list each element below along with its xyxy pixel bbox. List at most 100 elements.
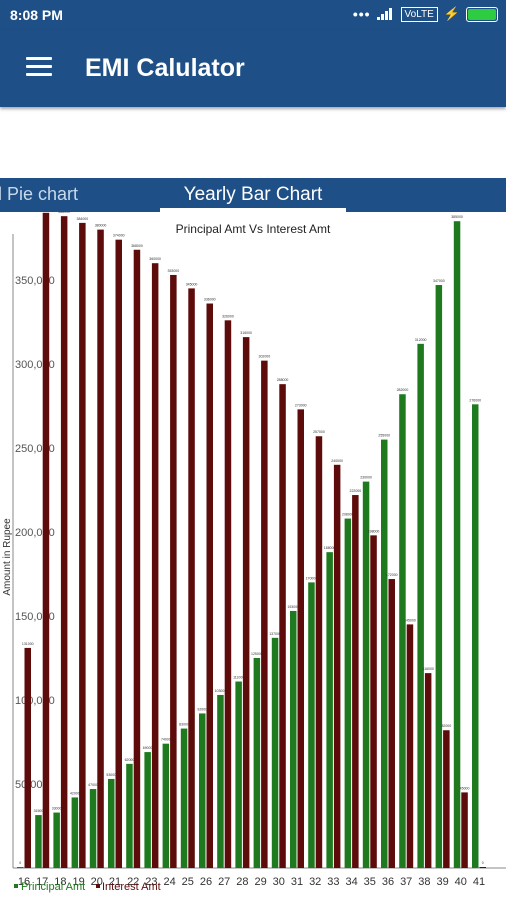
interest-bar bbox=[115, 239, 122, 868]
interest-bar bbox=[279, 384, 286, 868]
principal-bar bbox=[71, 797, 79, 868]
bar-value-label: 33000 bbox=[52, 807, 62, 811]
bar-value-label: 69000 bbox=[143, 746, 153, 750]
bar-value-label: 125000 bbox=[251, 652, 263, 656]
interest-bar bbox=[97, 229, 104, 869]
interest-bar bbox=[424, 673, 432, 868]
x-tick-label: 30 bbox=[273, 876, 285, 888]
bar-value-label: 385000 bbox=[451, 215, 463, 219]
legend-interest-label: Interest Amt bbox=[102, 881, 161, 893]
bar-value-label: 170000 bbox=[306, 576, 318, 580]
bar-value-label: 137000 bbox=[269, 632, 281, 636]
bar-value-label: 388000 bbox=[58, 212, 70, 214]
principal-bar bbox=[435, 285, 443, 868]
y-axis-label: Amount in Rupee bbox=[2, 518, 13, 596]
x-tick-label: 32 bbox=[309, 876, 321, 888]
principal-bar bbox=[308, 582, 315, 868]
interest-bar bbox=[170, 274, 177, 869]
x-tick-label: 29 bbox=[254, 876, 266, 888]
principal-bar bbox=[180, 728, 188, 868]
principal-bar bbox=[362, 481, 370, 868]
principal-bar bbox=[35, 815, 42, 868]
x-tick-label: 22 bbox=[127, 876, 139, 888]
bar-value-label: 230000 bbox=[360, 476, 372, 480]
bar-value-label: 45000 bbox=[460, 786, 470, 790]
bar-value-label: 82000 bbox=[441, 724, 451, 728]
principal-bar bbox=[235, 681, 242, 868]
principal-bar bbox=[453, 221, 461, 868]
x-tick-label: 34 bbox=[345, 876, 357, 888]
x-tick-label: 24 bbox=[163, 876, 175, 888]
bar-chart: Principal Amt Vs Interest Amt Amount in R… bbox=[2, 212, 506, 893]
principal-bar bbox=[89, 789, 97, 868]
app-title: EMI Calulator bbox=[85, 54, 245, 82]
principal-bar bbox=[399, 394, 406, 868]
principal-bar bbox=[126, 763, 133, 868]
principal-bar bbox=[253, 658, 261, 868]
bar-value-label: 276000 bbox=[469, 398, 481, 402]
principal-bar bbox=[344, 518, 352, 868]
bar-value-label: 53000 bbox=[106, 773, 116, 777]
hamburger-menu-icon[interactable] bbox=[26, 57, 52, 77]
bar-value-label: 316000 bbox=[240, 331, 252, 335]
principal-bar bbox=[417, 343, 424, 869]
bar-value-label: 83000 bbox=[179, 723, 189, 727]
x-tick-label: 21 bbox=[109, 876, 121, 888]
interest-bar bbox=[352, 495, 359, 868]
bar-value-label: 326000 bbox=[222, 314, 234, 318]
bar-value-label: 42000 bbox=[70, 791, 80, 795]
bar-value-label: 384000 bbox=[77, 217, 89, 221]
x-tick-label: 16 bbox=[18, 876, 30, 888]
status-time: 8:08 PM bbox=[10, 7, 63, 23]
interest-bar bbox=[461, 792, 468, 868]
x-tick-label: 33 bbox=[327, 876, 339, 888]
principal-bar bbox=[199, 713, 206, 868]
bar-value-label: 0 bbox=[19, 861, 21, 865]
x-tick-label: 39 bbox=[436, 876, 448, 888]
legend-interest-swatch bbox=[96, 884, 100, 888]
interest-bar bbox=[188, 288, 195, 868]
battery-icon bbox=[466, 6, 498, 22]
app-bar: EMI Calulator bbox=[0, 30, 506, 107]
interest-bar bbox=[406, 624, 414, 868]
principal-bar bbox=[144, 752, 151, 868]
interest-bar bbox=[370, 535, 377, 868]
x-tick-label: 31 bbox=[291, 876, 303, 888]
x-tick-label: 23 bbox=[145, 876, 157, 888]
principal-bar bbox=[17, 867, 24, 868]
legend-principal-swatch bbox=[14, 884, 18, 888]
status-bar: 8:08 PM ••• VoLTE ⚡ bbox=[0, 0, 506, 30]
bar-value-label: 153000 bbox=[287, 605, 299, 609]
interest-bar bbox=[79, 222, 86, 868]
charging-icon: ⚡ bbox=[443, 6, 460, 21]
bar-value-label: 172000 bbox=[386, 573, 398, 577]
bar-value-label: 92000 bbox=[197, 707, 207, 711]
principal-bar bbox=[217, 694, 224, 868]
interest-bar bbox=[261, 360, 268, 868]
bar-value-label: 116000 bbox=[422, 667, 433, 671]
principal-bar bbox=[381, 439, 388, 868]
principal-bar bbox=[290, 610, 297, 868]
principal-bar bbox=[108, 778, 115, 868]
bar-value-label: 240000 bbox=[331, 459, 343, 463]
principal-bar bbox=[472, 404, 479, 868]
interest-bar bbox=[224, 320, 232, 868]
legend-principal-label: Principal Amt bbox=[21, 881, 85, 893]
interest-bar bbox=[24, 647, 31, 868]
bar-value-label: 198000 bbox=[368, 529, 380, 533]
bar-value-label: 0 bbox=[482, 861, 484, 865]
bar-value-label: 368000 bbox=[131, 244, 143, 248]
tab-indicator bbox=[160, 208, 346, 212]
bar-value-label: 208000 bbox=[342, 513, 354, 517]
principal-bar bbox=[271, 637, 279, 868]
bar-value-label: 302000 bbox=[259, 355, 271, 359]
bar-value-label: 111000 bbox=[233, 676, 244, 680]
bar-value-label: 380000 bbox=[95, 224, 107, 228]
x-tick-label: 28 bbox=[236, 876, 248, 888]
interest-bar bbox=[297, 409, 304, 868]
interest-bar bbox=[333, 464, 341, 868]
bar-value-label: 336000 bbox=[204, 298, 216, 302]
tab-yearly-bar-chart[interactable]: Yearly Bar Chart bbox=[183, 184, 323, 205]
tab-pie-chart[interactable]: ll Pie chart bbox=[0, 184, 79, 204]
x-tick-label: 17 bbox=[36, 876, 48, 888]
